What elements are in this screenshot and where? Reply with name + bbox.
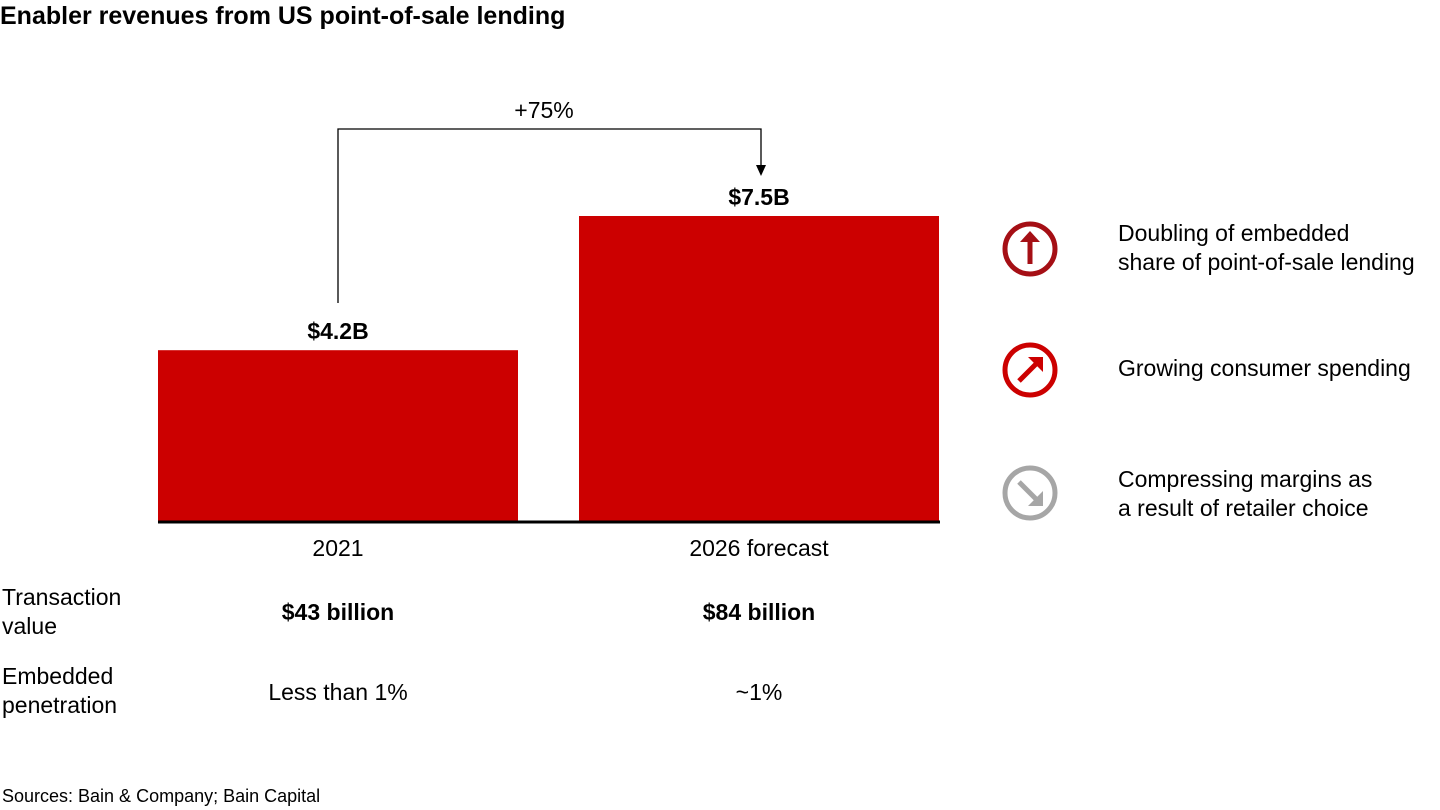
row-label-line: Embedded <box>2 663 114 689</box>
driver-line: Growing consumer spending <box>1118 355 1411 381</box>
driver-text-consumer-spending: Growing consumer spending <box>1118 354 1440 383</box>
growth-annotation: +75% <box>514 97 573 123</box>
bar-2026-forecast <box>579 216 939 521</box>
transaction-value-2021: $43 billion <box>281 599 395 625</box>
driver-line: Doubling of embedded <box>1118 220 1350 246</box>
growth-bracket: +75% <box>337 97 766 303</box>
driver-line: a result of retailer choice <box>1118 495 1369 521</box>
row-label-line: Transaction <box>2 584 122 610</box>
row-label-embedded-penetration: Embedded penetration <box>2 662 162 720</box>
embedded-penetration-2021: Less than 1% <box>268 679 408 705</box>
driver-text-compressing-margins: Compressing margins as a result of retai… <box>1118 465 1440 523</box>
driver-text-embedded-share: Doubling of embedded share of point-of-s… <box>1118 219 1440 277</box>
transaction-value-2026: $84 billion <box>702 599 816 625</box>
growth-connector <box>337 128 762 303</box>
row-label-transaction-value: Transaction value <box>2 583 162 641</box>
bars-layer: $4.2B $7.5B <box>158 184 939 521</box>
category-label-2026-forecast: 2026 forecast <box>689 535 829 560</box>
category-label-2021: 2021 <box>312 535 363 560</box>
arrow-down-right-circle-icon <box>1002 465 1058 521</box>
row-label-line: value <box>2 613 57 639</box>
arrow-up-right-circle-icon <box>1002 342 1058 398</box>
driver-line: Compressing margins as <box>1118 466 1373 492</box>
source-note: Sources: Bain & Company; Bain Capital <box>2 786 321 806</box>
chart-title: Enabler revenues from US point-of-sale l… <box>0 2 566 30</box>
bar-chart: $4.2B $7.5B +75% 2021 2026 forecast <box>158 97 940 560</box>
data-label-2026-forecast: $7.5B <box>728 184 789 210</box>
driver-line: share of point-of-sale lending <box>1118 249 1415 275</box>
data-label-2021: $4.2B <box>307 318 368 344</box>
arrow-up-circle-icon <box>1002 221 1058 277</box>
bar-2021 <box>158 350 518 521</box>
embedded-penetration-2026: ~1% <box>735 679 783 705</box>
growth-arrowhead-icon <box>756 165 766 176</box>
row-label-line: penetration <box>2 692 118 718</box>
